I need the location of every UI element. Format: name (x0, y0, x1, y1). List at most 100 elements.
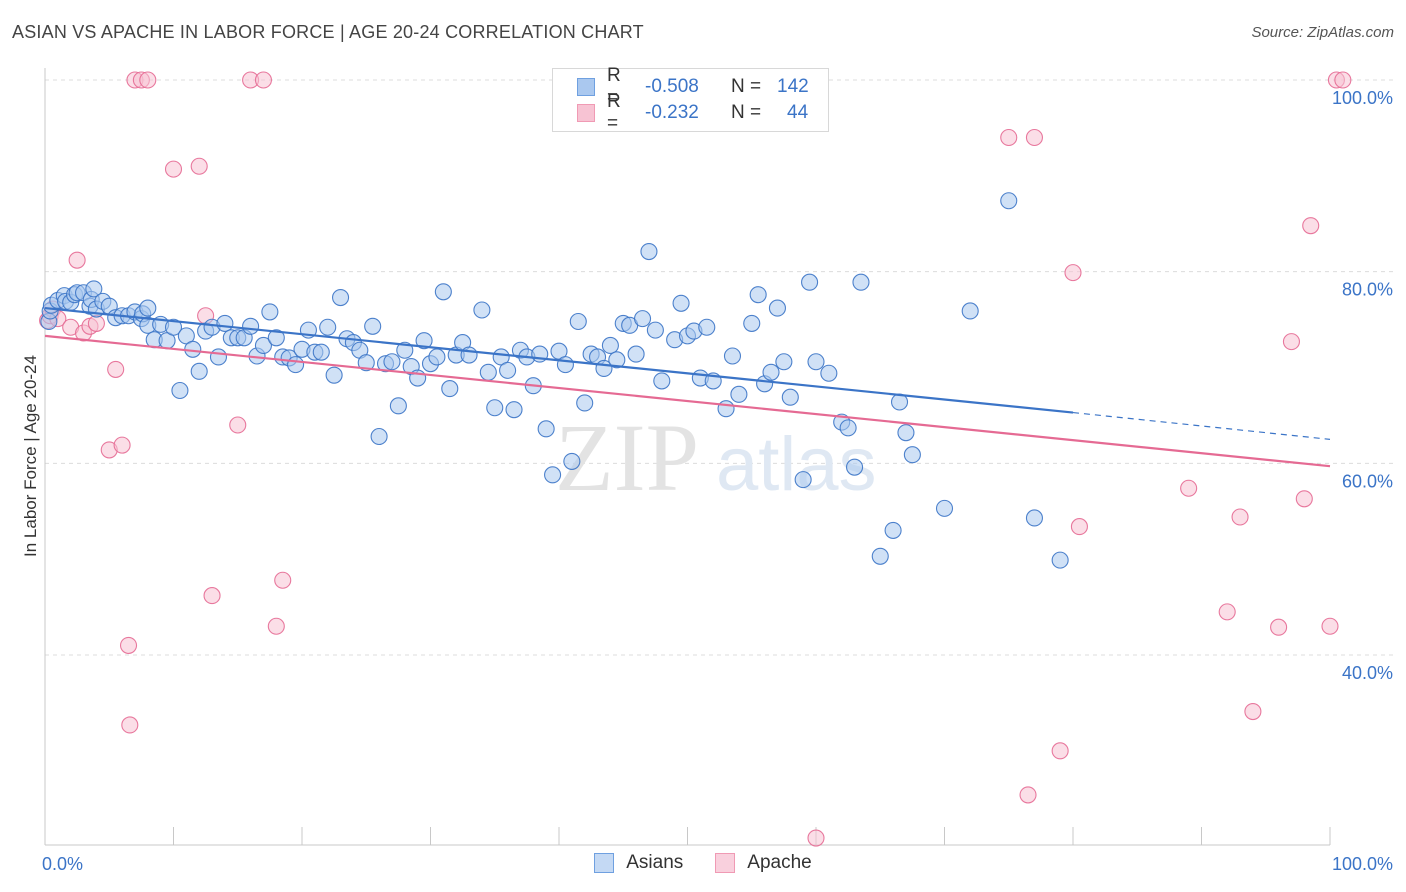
data-point (601, 336, 619, 355)
data-point (85, 280, 103, 298)
data-point (698, 318, 716, 336)
data-point (415, 332, 433, 350)
chart-title: ASIAN VS APACHE IN LABOR FORCE | AGE 20-… (12, 22, 644, 42)
data-point (460, 346, 478, 364)
data-point (627, 345, 645, 363)
data-point (608, 351, 626, 369)
data-point (775, 353, 793, 371)
data-point (640, 242, 658, 261)
data-point (434, 283, 452, 301)
data-point (730, 385, 748, 403)
legend-label-asians: Asians (626, 852, 684, 873)
data-point (961, 302, 979, 320)
data-point (544, 466, 562, 484)
data-point (1051, 742, 1069, 760)
data-point (768, 299, 787, 317)
data-point (794, 471, 812, 489)
data-point (164, 318, 183, 336)
data-point (364, 317, 382, 335)
data-point (209, 348, 228, 366)
data-point (203, 587, 221, 605)
data-point (1019, 786, 1037, 804)
legend-item-apache[interactable]: Apache (715, 852, 812, 874)
r-label: R = (607, 65, 621, 108)
data-point (499, 361, 517, 379)
data-point (723, 347, 742, 365)
data-point (113, 436, 131, 454)
data-point (319, 318, 337, 336)
grid-lines (45, 79, 1395, 656)
data-point (267, 617, 285, 635)
data-point (556, 356, 574, 374)
data-point (1180, 479, 1198, 497)
trend-lines (44, 306, 1331, 468)
data-point (807, 353, 825, 371)
data-point (254, 71, 273, 89)
data-point (537, 420, 555, 438)
data-point (312, 343, 330, 361)
data-point (845, 458, 864, 476)
data-point (261, 303, 279, 321)
data-point (884, 521, 902, 539)
stats-row-apache: R = -0.232 N = 44 (553, 91, 809, 134)
data-point (852, 273, 870, 291)
data-point (1000, 192, 1018, 210)
data-point (1302, 217, 1320, 235)
data-point (839, 419, 857, 437)
data-point (68, 251, 86, 269)
r-value: -0.232 (645, 102, 699, 123)
data-point (396, 341, 414, 359)
data-point (1064, 264, 1082, 282)
trendline-asians-extension (1072, 411, 1331, 440)
data-point (121, 716, 139, 734)
asians-points (40, 192, 1069, 569)
data-point (1282, 333, 1300, 351)
data-point (325, 366, 343, 384)
data-point (1070, 518, 1088, 536)
data-point (569, 312, 587, 331)
data-point (871, 547, 889, 565)
data-point (801, 273, 819, 291)
x-tick-label-max: 100.0% (1332, 854, 1393, 874)
data-point (107, 360, 125, 378)
legend-label-apache: Apache (747, 852, 812, 873)
data-point (190, 157, 208, 175)
data-point (267, 329, 285, 347)
data-point (287, 356, 305, 374)
data-point (331, 288, 350, 307)
data-point (441, 380, 459, 398)
data-point (486, 399, 504, 417)
data-point (164, 160, 183, 178)
data-point (1334, 71, 1352, 89)
data-point (1025, 128, 1043, 147)
data-point (370, 427, 388, 446)
data-point (935, 499, 954, 517)
x-tick-label-min: 0.0% (42, 854, 83, 874)
data-point (672, 294, 690, 312)
data-point (479, 363, 497, 381)
data-point (383, 353, 401, 371)
stats-row-asians: R = -0.508 N = 142 (553, 65, 809, 108)
n-value: 44 (787, 102, 809, 123)
data-point (1231, 508, 1249, 526)
data-point (1321, 617, 1339, 635)
apache-points (39, 71, 1352, 847)
apache-swatch (577, 104, 595, 122)
data-point (749, 286, 767, 304)
data-point (1244, 702, 1262, 721)
data-point (119, 636, 138, 654)
data-point (229, 416, 247, 434)
legend-item-asians[interactable]: Asians (594, 852, 683, 874)
y-axis-label: In Labor Force | Age 20-24 (21, 355, 40, 557)
trendline-asians (44, 306, 1074, 414)
watermark: ZIP atlas (555, 404, 877, 511)
y-tick-label: 100.0% (1332, 88, 1393, 108)
trendline-apache (44, 334, 1331, 468)
asians-swatch (577, 78, 595, 96)
y-tick-label: 60.0% (1342, 471, 1393, 491)
stats-legend-box: R = -0.508 N = 142 R = -0.232 N = 44 (552, 65, 829, 134)
data-point (781, 388, 799, 406)
data-point (646, 321, 664, 339)
data-point (807, 829, 825, 847)
data-point (216, 314, 234, 332)
